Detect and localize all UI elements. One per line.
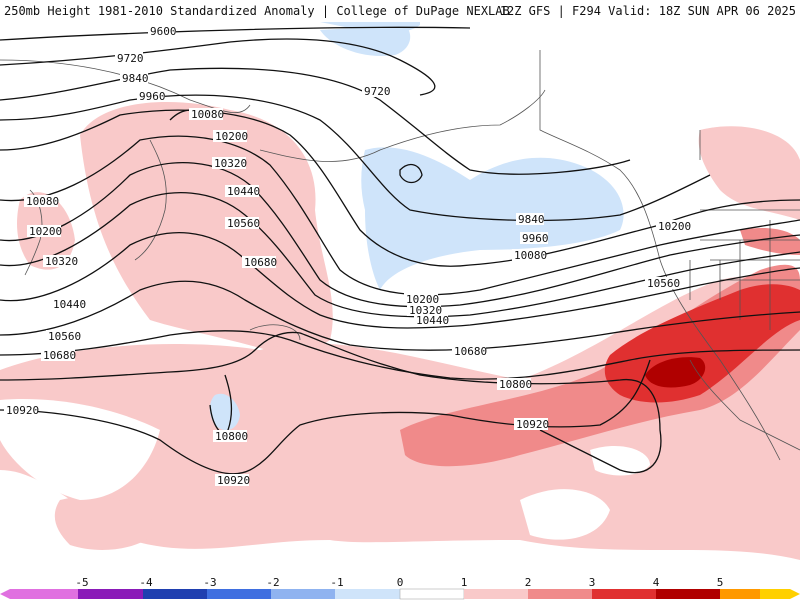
contour-label: 10080 — [26, 195, 59, 208]
colorbar-segment — [143, 589, 207, 599]
colorbar-tick-label: 3 — [588, 576, 596, 589]
colorbar-segment — [335, 589, 400, 599]
contour-label: 9960 — [139, 90, 166, 103]
positive-anomaly-extreme — [645, 357, 706, 388]
colorbar-strip — [0, 588, 800, 600]
contour-label: 10800 — [215, 430, 248, 443]
contour-labels: 9600 9720 9720 9840 9960 10080 10200 103… — [4, 25, 691, 487]
contour-label: 10200 — [29, 225, 62, 238]
colorbar-tick-label: -4 — [139, 576, 153, 589]
colorbar-segment — [271, 589, 335, 599]
contour-label: 9720 — [117, 52, 144, 65]
contour-label: 10080 — [191, 108, 224, 121]
map-header: 250mb Height 1981-2010 Standardized Anom… — [0, 0, 800, 22]
contour-label: 10080 — [514, 249, 547, 262]
contour-label: 9840 — [518, 213, 545, 226]
colorbar-arrow-left — [0, 589, 10, 599]
contour-label: 10200 — [215, 130, 248, 143]
colorbar-tick-label: -5 — [75, 576, 89, 589]
negative-anomaly-light — [209, 22, 624, 431]
contour-label: 10200 — [406, 293, 439, 306]
colorbar-segment — [760, 589, 790, 599]
contour-label: 10560 — [227, 217, 260, 230]
colorbar-segment — [592, 589, 656, 599]
contour-label: 10920 — [6, 404, 39, 417]
contour-label: 10320 — [45, 255, 78, 268]
neutral-gaps — [0, 399, 650, 540]
colorbar-tick-label: -3 — [203, 576, 217, 589]
contour-label: 10320 — [214, 157, 247, 170]
colorbar-segment — [78, 589, 143, 599]
contour-label: 10560 — [48, 330, 81, 343]
contour-label: 10800 — [499, 378, 532, 391]
contour-label: 9960 — [522, 232, 549, 245]
contour-label: 10440 — [416, 314, 449, 327]
contour-label: 9600 — [150, 25, 177, 38]
product-title: 250mb Height 1981-2010 Standardized Anom… — [4, 4, 510, 18]
colorbar-tick-label: 4 — [652, 576, 660, 589]
colorbar-segment — [528, 589, 592, 599]
colorbar-tick-label: 0 — [396, 576, 404, 589]
model-run-info: 12Z GFS | F294 Valid: 18Z SUN APR 06 202… — [499, 4, 796, 18]
colorbar-segment — [720, 589, 760, 599]
contour-label: 10680 — [454, 345, 487, 358]
contour-label: 10440 — [227, 185, 260, 198]
contour-label: 10680 — [43, 349, 76, 362]
colorbar-segment — [399, 588, 465, 600]
contour-label: 9840 — [122, 72, 149, 85]
colorbar-tick-label: 2 — [524, 576, 532, 589]
anomaly-colorbar: -5 -4 -3 -2 -1 0 1 2 3 4 5 — [0, 576, 800, 600]
colorbar-segment — [207, 589, 271, 599]
contour-label: 10920 — [217, 474, 250, 487]
contour-label: 10920 — [516, 418, 549, 431]
contour-label: 10440 — [53, 298, 86, 311]
contour-label: 10560 — [647, 277, 680, 290]
contour-label: 9720 — [364, 85, 391, 98]
colorbar-segment — [464, 589, 528, 599]
colorbar-tick-label: 1 — [460, 576, 468, 589]
colorbar-arrow-right — [790, 589, 800, 599]
colorbar-tick-label: -1 — [330, 576, 344, 589]
colorbar-tick-label: 5 — [716, 576, 724, 589]
colorbar-segment — [10, 589, 78, 599]
colorbar-segment — [656, 589, 720, 599]
contour-label: 10680 — [244, 256, 277, 269]
anomaly-map: 9600 9720 9720 9840 9960 10080 10200 103… — [0, 22, 800, 560]
positive-anomaly-light — [0, 102, 800, 560]
contour-label: 10200 — [658, 220, 691, 233]
colorbar-tick-label: -2 — [266, 576, 280, 589]
contour-label: 10320 — [409, 304, 442, 317]
